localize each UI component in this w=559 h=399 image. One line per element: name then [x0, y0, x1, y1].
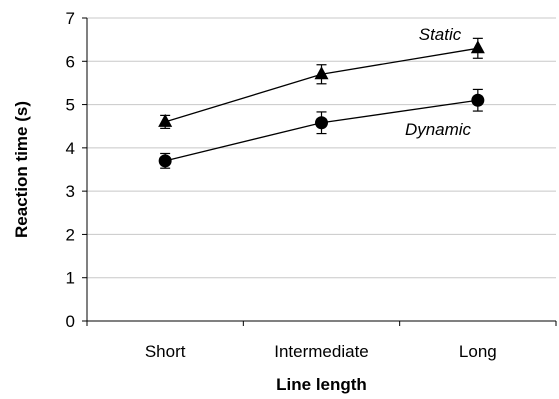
- axis-ticks: 0 1 2 3 4 5 6 7 Short Intermediate Long: [66, 9, 557, 361]
- series-line-static: [164, 47, 478, 123]
- marker-dynamic-2: [471, 93, 485, 107]
- gridlines: [87, 17, 556, 279]
- y-tick-label-7: 7: [66, 9, 75, 28]
- y-tick-label-2: 2: [66, 225, 75, 244]
- x-tick-label-long: Long: [459, 342, 497, 361]
- y-tick-label-3: 3: [66, 182, 75, 201]
- y-tick-label-4: 4: [66, 139, 75, 158]
- y-axis-title: Reaction time (s): [12, 101, 31, 238]
- series-label-static: Static: [419, 25, 462, 44]
- marker-static-0: [158, 113, 173, 127]
- y-tick-label-0: 0: [66, 312, 75, 331]
- marker-static-2: [470, 40, 485, 54]
- x-tick-label-short: Short: [145, 342, 186, 361]
- series-layer: [158, 37, 485, 169]
- y-tick-label-6: 6: [66, 52, 75, 71]
- marker-dynamic-0: [158, 154, 172, 168]
- y-tick-label-1: 1: [66, 269, 75, 288]
- marker-static-1: [314, 66, 329, 80]
- x-tick-label-intermediate: Intermediate: [274, 342, 369, 361]
- y-tick-label-5: 5: [66, 96, 75, 115]
- x-axis-title: Line length: [276, 375, 367, 394]
- marker-dynamic-1: [315, 116, 328, 130]
- series-label-dynamic: Dynamic: [405, 120, 472, 139]
